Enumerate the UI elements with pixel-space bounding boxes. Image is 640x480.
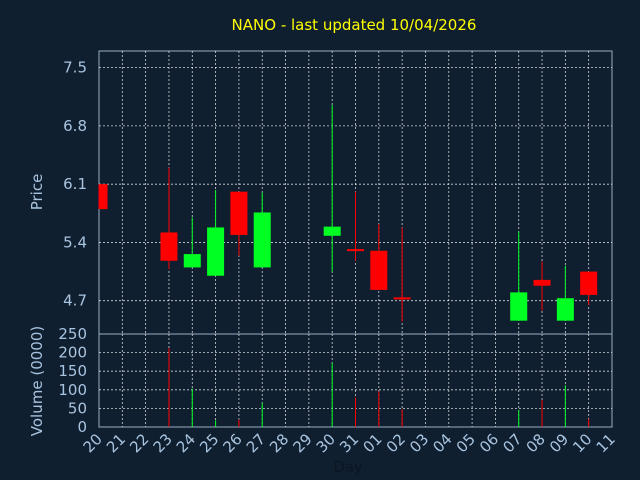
volume-axis-label: Volume (0000) <box>28 326 46 436</box>
x-ticks: 2021222324252627282930310102030405060708… <box>80 430 619 456</box>
candle-body <box>370 250 388 290</box>
candle-body <box>347 249 364 252</box>
candle-body <box>183 254 201 268</box>
x-tick-label: 28 <box>266 430 292 456</box>
candle-body <box>323 226 341 236</box>
candle-body <box>533 279 551 286</box>
candle-body <box>230 191 248 235</box>
volume-tick-label: 0 <box>77 418 87 436</box>
x-tick-label: 01 <box>359 430 385 456</box>
volume-tick-label: 250 <box>58 325 87 343</box>
chart-title: NANO - last updated 10/04/2026 <box>232 16 477 34</box>
x-tick-label: 02 <box>383 430 409 456</box>
price-axis-label: Price <box>28 174 46 211</box>
x-tick-label: 08 <box>523 430 549 456</box>
x-tick-label: 06 <box>476 430 502 456</box>
x-tick-label: 24 <box>173 430 199 456</box>
x-tick-label: 07 <box>499 430 525 456</box>
x-tick-label: 29 <box>289 430 315 456</box>
candle-body <box>393 297 411 300</box>
candles <box>98 105 598 322</box>
candle-body <box>207 227 225 276</box>
price-tick-label: 4.7 <box>63 292 87 310</box>
candle-body <box>160 232 178 261</box>
x-tick-label: 26 <box>220 430 246 456</box>
candle-body <box>556 298 574 321</box>
x-tick-label: 09 <box>546 430 572 456</box>
x-tick-label: 23 <box>150 430 176 456</box>
volume-tick-label: 100 <box>58 381 87 399</box>
x-tick-label: 22 <box>126 430 152 456</box>
candle-body <box>253 212 271 268</box>
price-tick-label: 6.8 <box>63 117 87 135</box>
volume-bars <box>168 348 590 427</box>
volume-tick-label: 150 <box>58 362 87 380</box>
x-axis-label: Day <box>333 458 363 476</box>
x-tick-label: 25 <box>196 430 222 456</box>
x-tick-label: 11 <box>593 430 619 456</box>
price-tick-label: 6.1 <box>63 175 87 193</box>
x-tick-label: 21 <box>103 430 129 456</box>
candle-body <box>580 271 598 295</box>
x-tick-label: 27 <box>243 430 269 456</box>
x-tick-label: 30 <box>313 430 339 456</box>
x-tick-label: 05 <box>453 430 479 456</box>
x-tick-label: 10 <box>569 430 595 456</box>
x-tick-label: 03 <box>406 430 432 456</box>
price-y-ticks: 7.5 6.8 6.1 5.4 4.7 <box>63 59 87 310</box>
volume-tick-label: 50 <box>68 399 87 417</box>
x-tick-label: 04 <box>429 430 455 456</box>
volume-tick-label: 200 <box>58 344 87 362</box>
price-tick-label: 7.5 <box>63 59 87 77</box>
candle-body <box>510 292 528 321</box>
price-tick-label: 5.4 <box>63 233 87 251</box>
x-tick-label: 31 <box>336 430 362 456</box>
candle-body <box>99 184 108 210</box>
